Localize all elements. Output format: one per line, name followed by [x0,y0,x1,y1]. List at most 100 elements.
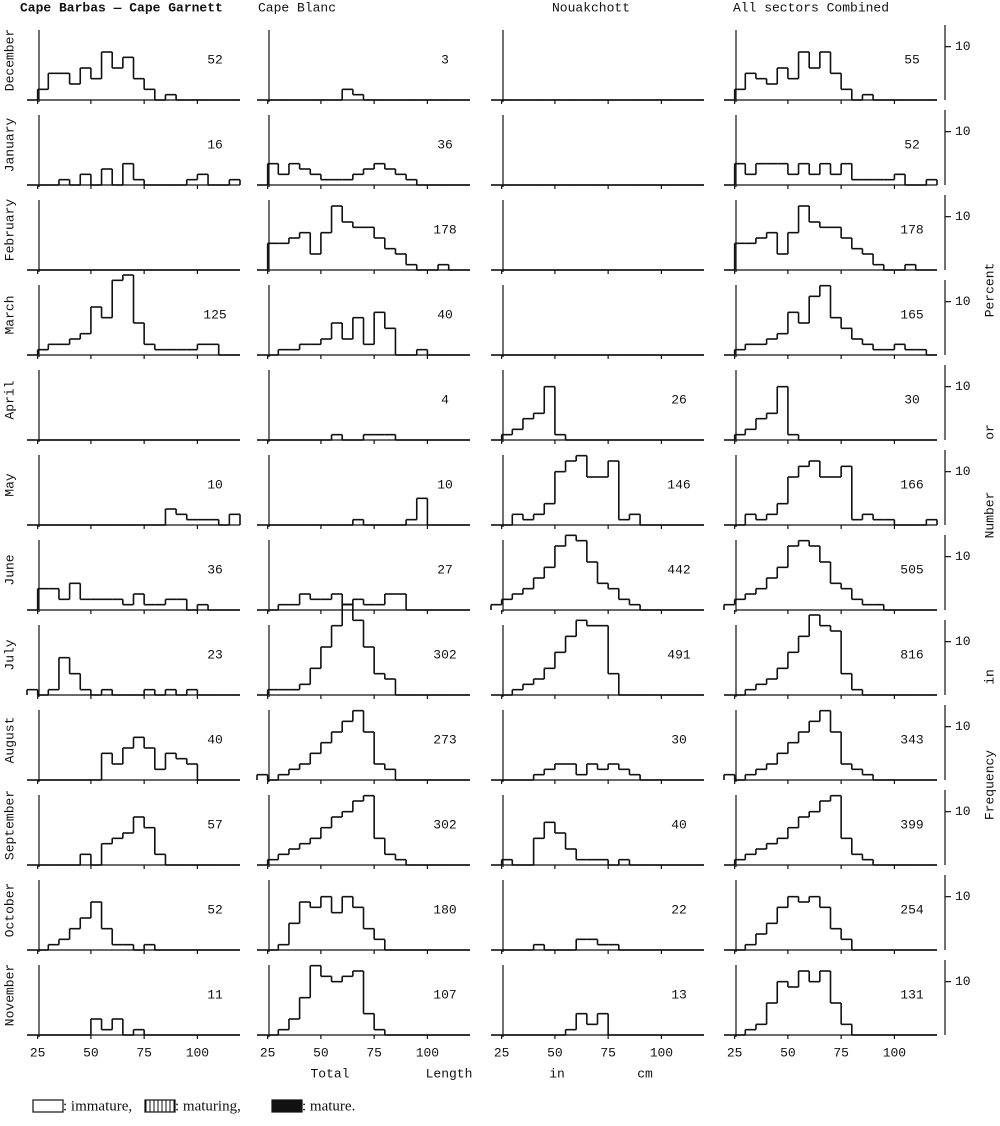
sample-size: 178 [900,222,923,237]
month-label: December [2,29,17,91]
sample-size: 442 [667,562,690,577]
sample-size: 52 [904,137,920,152]
x-tick-label: 50 [313,1045,329,1060]
y-axis-label: or [982,424,997,440]
y-tick-label: 10 [955,39,971,54]
y-tick-label: 10 [955,124,971,139]
sample-size: 146 [667,477,690,492]
x-tick-label: 50 [83,1045,99,1060]
sample-size: 165 [900,307,923,322]
legend-swatch [144,1099,176,1113]
sample-size: 125 [203,307,226,322]
column-title: Nouakchott [552,0,630,15]
x-tick-label: 25 [30,1045,46,1060]
sample-size: 23 [207,647,223,662]
sample-size: 254 [900,902,924,917]
month-label: August [2,717,17,764]
y-tick-label: 10 [955,804,971,819]
legend-label: : mature. [302,1098,355,1114]
column-title: Cape Barbas — Cape Garnett [20,0,223,15]
y-tick-label: 10 [955,549,971,564]
month-label: November [2,964,17,1026]
y-tick-label: 10 [955,294,971,309]
x-tick-label: 100 [416,1045,439,1060]
month-label: May [2,473,17,497]
sample-size: 22 [671,902,687,917]
sample-size: 273 [433,732,456,747]
sample-size: 178 [433,222,456,237]
x-tick-label: 50 [780,1045,796,1060]
sample-size: 302 [433,817,456,832]
x-tick-label: 50 [547,1045,563,1060]
y-tick-label: 10 [955,889,971,904]
sample-size: 57 [207,817,223,832]
x-tick-label: 25 [260,1045,276,1060]
y-tick-label: 10 [955,464,971,479]
sample-size: 40 [437,307,453,322]
sample-size: 505 [900,562,923,577]
legend-label: : maturing, [175,1098,241,1114]
month-label: July [2,639,17,670]
legend-swatch [32,1099,64,1113]
x-tick-label: 25 [494,1045,510,1060]
column-title: Cape Blanc [258,0,336,15]
sample-size: 4 [441,392,449,407]
y-axis-label: Frequency [982,750,997,820]
sample-size: 40 [207,732,223,747]
sample-size: 52 [207,52,223,67]
sample-size: 10 [437,477,453,492]
sample-size: 36 [207,562,223,577]
x-axis-label: cm [637,1066,653,1081]
sample-size: 16 [207,137,223,152]
sample-size: 26 [671,392,687,407]
sample-size: 27 [437,562,453,577]
sample-size: 55 [904,52,920,67]
sample-size: 816 [900,647,923,662]
y-axis-label: Percent [982,263,997,318]
sample-size: 107 [433,987,456,1002]
x-tick-label: 25 [727,1045,743,1060]
sample-size: 3 [441,52,449,67]
x-tick-label: 75 [136,1045,152,1060]
y-axis-label: in [982,669,997,685]
sample-size: 10 [207,477,223,492]
sample-size: 13 [671,987,687,1002]
sample-size: 30 [904,392,920,407]
x-axis-label: Length [426,1066,473,1081]
column-title: All sectors Combined [733,0,889,15]
month-label: April [2,380,17,419]
y-tick-label: 10 [955,719,971,734]
y-axis-label: Number [982,492,997,539]
x-tick-label: 75 [600,1045,616,1060]
month-label: January [2,117,17,172]
y-tick-label: 10 [955,634,971,649]
y-tick-label: 10 [955,379,971,394]
sample-size: 166 [900,477,923,492]
x-axis-label: Total [310,1066,349,1081]
x-tick-label: 100 [186,1045,209,1060]
sample-size: 302 [433,647,456,662]
sample-size: 36 [437,137,453,152]
sample-size: 343 [900,732,923,747]
x-tick-label: 100 [650,1045,673,1060]
sample-size: 399 [900,817,923,832]
month-label: October [2,883,17,938]
sample-size: 131 [900,987,924,1002]
sample-size: 180 [433,902,456,917]
y-tick-label: 10 [955,209,971,224]
legend-swatch [271,1099,303,1113]
month-label: September [2,790,17,860]
x-tick-label: 100 [883,1045,906,1060]
sample-size: 491 [667,647,691,662]
legend-label: : immature, [63,1098,132,1114]
month-label: June [2,554,17,585]
sample-size: 11 [207,987,223,1002]
x-tick-label: 75 [366,1045,382,1060]
sample-size: 40 [671,817,687,832]
x-axis-label: in [549,1066,565,1081]
sample-size: 30 [671,732,687,747]
month-label: February [2,199,17,262]
month-label: March [2,295,17,334]
y-tick-label: 10 [955,974,971,989]
